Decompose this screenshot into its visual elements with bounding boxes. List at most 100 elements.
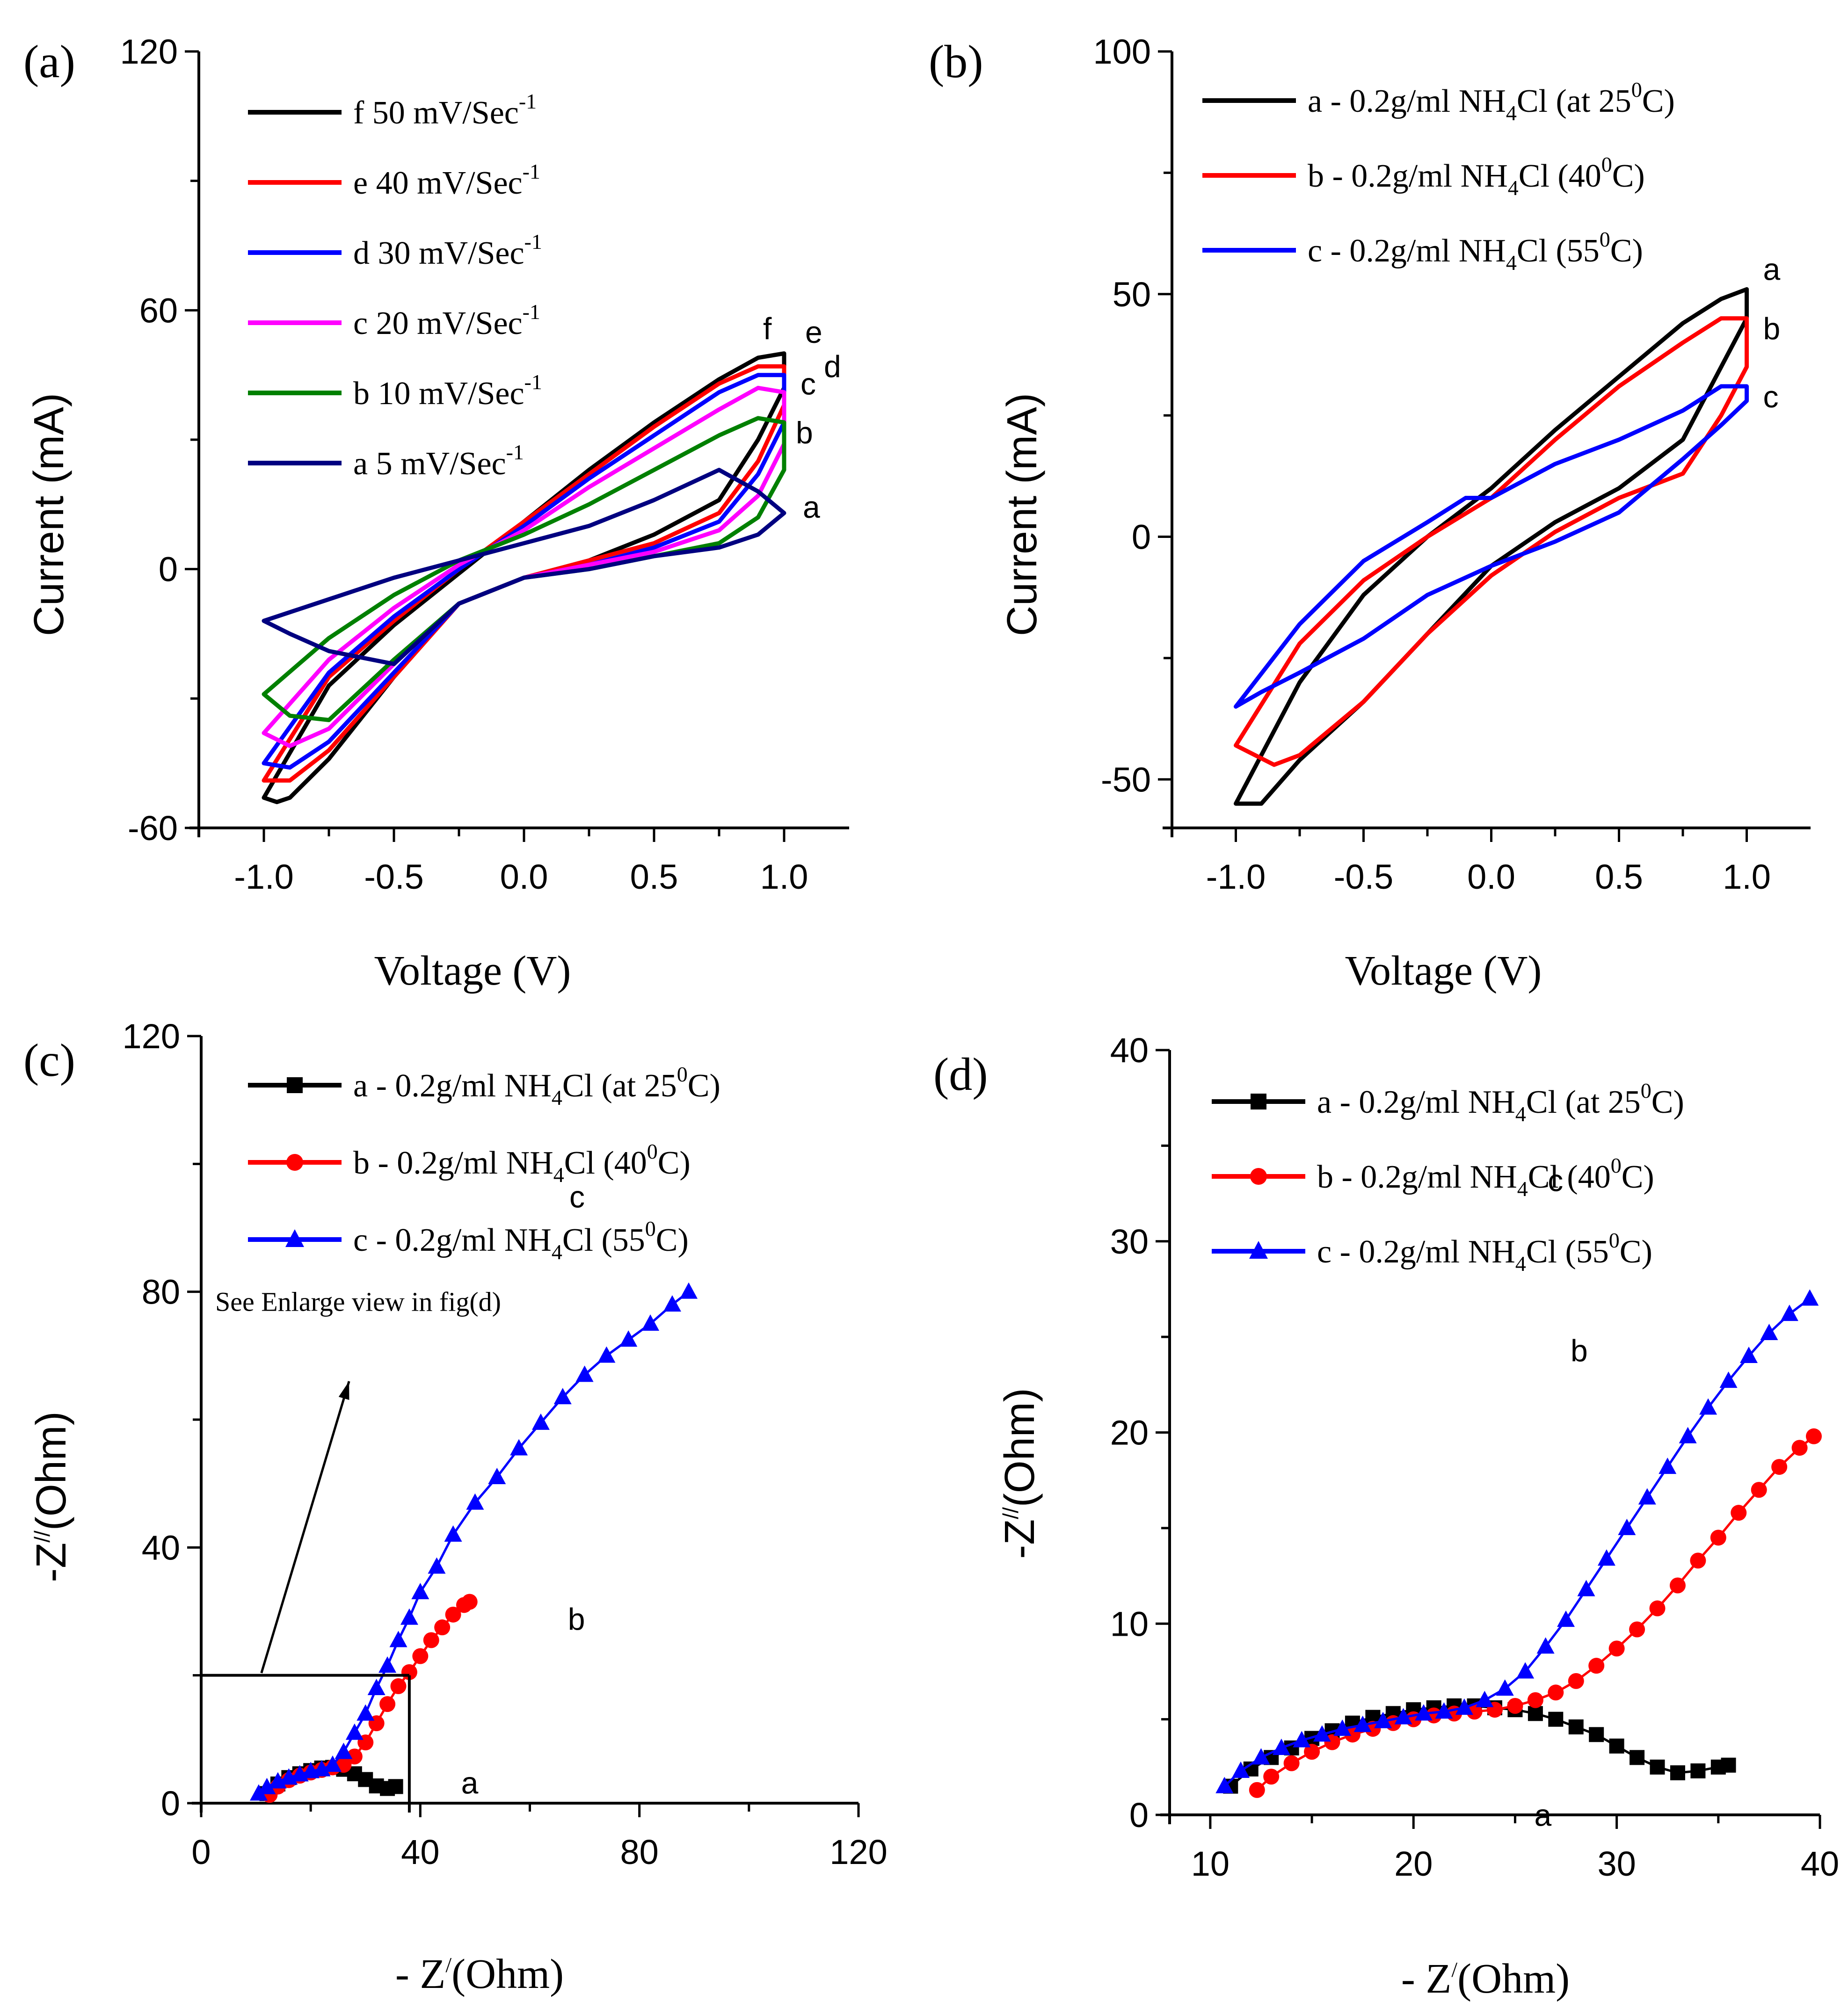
panel-label: (a) — [23, 36, 75, 87]
x-tick-label: 120 — [829, 1833, 887, 1871]
curve-label-c: c — [800, 367, 816, 401]
legend-label: c - 0.2g/ml NH4Cl (550C) — [1308, 227, 1643, 275]
x-tick-label: 40 — [1801, 1844, 1839, 1883]
series-a: a a 5 mV/Sec-1 — [248, 440, 820, 667]
data-point — [1630, 1750, 1645, 1765]
data-point — [1650, 1759, 1665, 1775]
data-point — [553, 1388, 572, 1405]
data-point — [1721, 1757, 1736, 1773]
chart-panel-2: 0 40 80 120 0 40 80 120 - Z/(Ohm) -Z//(Ohm) (c) a a … — [23, 1017, 888, 1997]
data-point — [1577, 1580, 1595, 1596]
curve-label-c: c — [569, 1180, 585, 1214]
enlarge-arrow-head — [338, 1381, 349, 1400]
x-tick-label: -1.0 — [1206, 857, 1266, 896]
series-line — [262, 468, 786, 667]
y-tick-label: 120 — [123, 1017, 180, 1056]
data-point — [510, 1439, 528, 1456]
annotation-text: See Enlarge view in fig(d) — [215, 1287, 501, 1317]
y-tick-label: 0 — [159, 550, 178, 589]
y-axis-label: Current (mA) — [999, 393, 1046, 636]
data-point — [1353, 1715, 1372, 1732]
data-point — [445, 1606, 461, 1623]
legend-label: c 20 mV/Sec-1 — [353, 300, 540, 341]
data-point — [1589, 1727, 1604, 1742]
curve-label-d: d — [824, 349, 841, 384]
data-point — [357, 1704, 375, 1721]
legend-label: b - 0.2g/ml NH4Cl (400C) — [353, 1139, 691, 1187]
data-point — [1283, 1755, 1300, 1771]
x-tick-label: 0.0 — [1467, 857, 1515, 896]
y-axis-label: -Z//(Ohm) — [28, 1411, 75, 1582]
data-point — [575, 1365, 594, 1382]
series-c: c c - 0.2g/ml NH4Cl (550C) — [1212, 1163, 1819, 1793]
data-point — [1739, 1347, 1758, 1363]
data-point — [1608, 1640, 1625, 1657]
chart-panel-0: -1.0 -0.5 0.0 0.5 1.0 -60 0 60 120 Voltage (V) Cur… — [23, 32, 849, 994]
y-tick-label: 120 — [120, 32, 178, 71]
data-point — [1568, 1719, 1584, 1734]
x-tick-label: 0.5 — [1595, 857, 1643, 896]
curve-label-e: e — [805, 315, 822, 349]
data-point — [1760, 1323, 1778, 1340]
data-point — [335, 1742, 353, 1759]
x-tick-label: 0 — [191, 1833, 211, 1871]
data-point — [1548, 1711, 1564, 1727]
data-point — [1629, 1621, 1645, 1638]
curve-label-c: c — [1548, 1163, 1563, 1197]
data-point — [1263, 1769, 1280, 1785]
data-point — [378, 1656, 397, 1673]
legend-label: c - 0.2g/ml NH4Cl (550C) — [1317, 1228, 1652, 1276]
data-point — [1568, 1673, 1584, 1689]
data-point — [1272, 1738, 1290, 1755]
data-point — [1466, 1704, 1483, 1720]
data-point — [1731, 1505, 1747, 1521]
curve-label-a: a — [803, 490, 820, 524]
data-point — [1333, 1719, 1352, 1736]
data-point — [1232, 1761, 1250, 1778]
y-tick-label: 0 — [1129, 1796, 1149, 1835]
data-point — [313, 1760, 331, 1777]
panel-label: (c) — [23, 1034, 75, 1086]
y-tick-label: 0 — [161, 1784, 180, 1823]
y-tick-label: 80 — [142, 1273, 180, 1312]
data-point — [1669, 1577, 1686, 1594]
data-point — [1557, 1610, 1575, 1627]
legend-label: c - 0.2g/ml NH4Cl (550C) — [353, 1217, 689, 1264]
series-line — [1234, 316, 1749, 767]
data-point — [1304, 1744, 1320, 1760]
data-point — [1751, 1482, 1767, 1498]
series-c: cc - 0.2g/ml NH4Cl (550C) — [248, 1180, 698, 1801]
data-point — [1476, 1690, 1494, 1707]
data-point — [1597, 1549, 1615, 1566]
data-point — [400, 1608, 418, 1625]
y-axis-label: Current (mA) — [26, 393, 73, 636]
data-point — [1679, 1427, 1697, 1443]
data-point — [1780, 1305, 1798, 1321]
data-point — [1801, 1289, 1819, 1306]
data-point — [434, 1619, 451, 1636]
data-point — [1528, 1706, 1543, 1721]
data-point — [1293, 1731, 1311, 1748]
series-line — [1256, 1435, 1815, 1791]
data-point — [1659, 1458, 1677, 1474]
data-point — [1548, 1684, 1564, 1701]
curve-label-b: b — [1571, 1334, 1588, 1368]
series-b: b b - 0.2g/ml NH4Cl (400C) — [1202, 152, 1781, 767]
x-tick-label: -1.0 — [234, 857, 294, 896]
legend-marker — [286, 1154, 303, 1171]
data-point — [1690, 1763, 1706, 1778]
curve-label-b: b — [1763, 312, 1781, 346]
curve-label-b: b — [796, 415, 813, 450]
legend-marker — [287, 1077, 303, 1093]
legend-marker — [1251, 1094, 1266, 1110]
x-tick-label: -0.5 — [364, 857, 424, 896]
legend-label: e 40 mV/Sec-1 — [353, 160, 540, 201]
y-tick-label: 50 — [1113, 275, 1151, 314]
curve-label-b: b — [568, 1602, 585, 1637]
data-point — [249, 1784, 268, 1801]
data-point — [1771, 1459, 1788, 1475]
legend-label: d 30 mV/Sec-1 — [353, 230, 542, 271]
series-b: b b - 0.2g/ml NH4Cl (400C) — [1212, 1153, 1822, 1798]
panel-label: (b) — [929, 36, 983, 87]
